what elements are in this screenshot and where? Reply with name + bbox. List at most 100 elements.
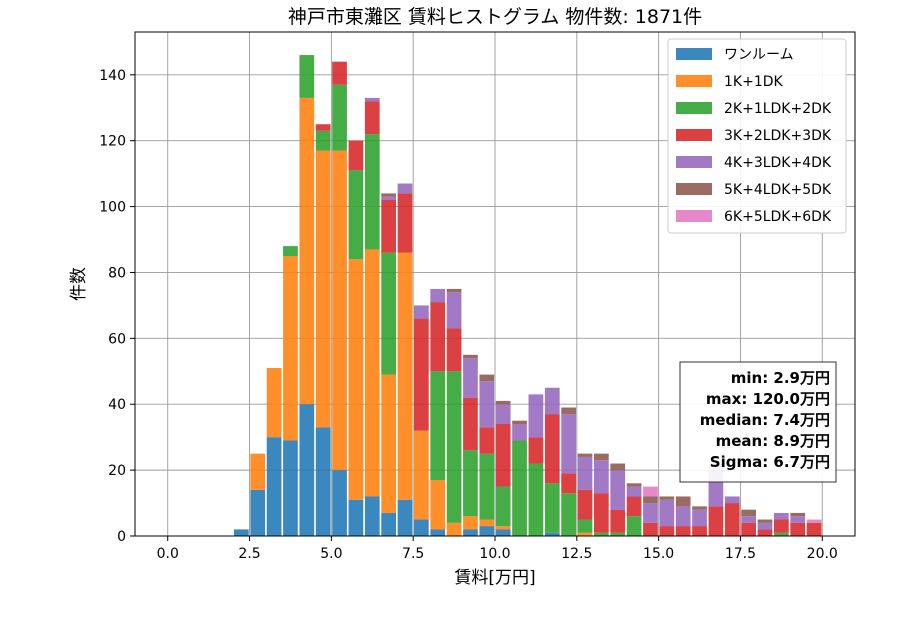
- bar-segment: [724, 496, 740, 504]
- chart-title: 神戸市東灘区 賃料ヒストグラム 物件数: 1871件: [288, 6, 702, 28]
- x-tick-label: 15.0: [643, 546, 674, 562]
- bar-segment: [381, 374, 396, 513]
- bar-segment: [381, 252, 396, 375]
- bar-segment: [577, 453, 593, 457]
- bar-segment: [626, 483, 642, 487]
- bar-segment: [397, 499, 413, 536]
- bar-segment: [757, 529, 773, 536]
- x-axis-title: 賃料[万円]: [454, 568, 535, 588]
- bar-segment: [577, 532, 593, 536]
- bar-segment: [446, 371, 462, 523]
- bar-segment: [594, 493, 609, 533]
- legend-swatch: [676, 210, 712, 222]
- bar-segment: [495, 526, 511, 530]
- legend-label: 3K+2LDK+3DK: [724, 128, 832, 144]
- bar-segment: [364, 101, 380, 135]
- bar-segment: [348, 170, 364, 260]
- x-ticks: 0.0 2.5 5.0 7.5 10.0 12.5 15.0 17.5 20.0: [157, 536, 838, 562]
- bar-segment: [512, 424, 527, 441]
- bar-segment: [430, 480, 446, 530]
- bar-segment: [610, 470, 626, 510]
- legend-swatch: [676, 48, 712, 60]
- bar-segment: [414, 519, 429, 536]
- bar-segment: [577, 519, 593, 533]
- bar-segment: [266, 437, 282, 536]
- bar-segment: [643, 503, 658, 523]
- bar-segment: [610, 463, 626, 471]
- y-ticks: 0 20 40 60 80 100 120 140: [99, 68, 135, 545]
- y-tick-label: 80: [108, 265, 126, 281]
- legend-swatch: [676, 75, 712, 87]
- y-tick-label: 120: [99, 134, 126, 150]
- bar-segment: [479, 526, 495, 536]
- bar-segment: [561, 473, 576, 494]
- bar-segment: [283, 246, 298, 256]
- bar-segment: [414, 430, 429, 520]
- bar-segment: [643, 486, 658, 497]
- x-tick-label: 20.0: [807, 546, 838, 562]
- bar-segment: [364, 97, 380, 102]
- bar-segment: [364, 134, 380, 250]
- stats-mean: mean: 8.9万円: [716, 432, 830, 450]
- bar-segment: [692, 506, 707, 510]
- bar-segment: [463, 450, 478, 517]
- legend-box: [667, 38, 847, 234]
- bar-segment: [463, 358, 478, 398]
- bar-segment: [774, 532, 789, 536]
- bar-segment: [643, 496, 658, 504]
- y-tick-label: 60: [108, 331, 126, 347]
- bar-segment: [659, 499, 675, 527]
- bar-segment: [675, 496, 691, 507]
- bar-segment: [643, 522, 658, 536]
- bar-segment: [790, 522, 806, 536]
- stats-box-frame: [679, 361, 837, 483]
- bar-segment: [495, 424, 511, 487]
- x-tick-label: 2.5: [238, 546, 260, 562]
- bar-segment: [692, 526, 707, 536]
- bar-segment: [463, 354, 478, 359]
- bar-segment: [544, 414, 560, 484]
- stats-max: max: 120.0万円: [706, 390, 830, 408]
- legend-label: 1K+1DK: [724, 74, 784, 90]
- bar-segment: [299, 55, 315, 98]
- legend-label: 5K+4LDK+5DK: [724, 182, 832, 198]
- bar-segment: [381, 196, 396, 200]
- bar-segment: [463, 516, 478, 530]
- bar-segment: [757, 519, 773, 523]
- bar-segment: [528, 437, 544, 464]
- bar-segment: [234, 529, 249, 536]
- bar-segment: [283, 440, 298, 536]
- bars: [234, 55, 822, 536]
- bar-segment: [561, 407, 576, 415]
- bar-segment: [381, 512, 396, 536]
- bar-segment: [266, 368, 282, 438]
- bar-segment: [790, 512, 806, 517]
- x-tick-label: 7.5: [402, 546, 424, 562]
- x-tick-label: 12.5: [561, 546, 592, 562]
- bar-segment: [332, 84, 347, 151]
- legend-swatch: [676, 129, 712, 141]
- bar-segment: [626, 516, 642, 536]
- bar-segment: [675, 506, 691, 527]
- bar-segment: [430, 529, 446, 536]
- stats-sigma: Sigma: 6.7万円: [710, 453, 830, 471]
- bar-segment: [741, 509, 756, 517]
- bar-segment: [479, 374, 495, 382]
- bar-segment: [479, 381, 495, 428]
- bar-segment: [299, 97, 315, 405]
- bar-segment: [741, 522, 756, 536]
- bar-segment: [495, 529, 511, 536]
- bar-segment: [332, 470, 347, 536]
- bar-segment: [381, 193, 396, 197]
- bar-segment: [495, 400, 511, 405]
- bar-segment: [430, 302, 446, 372]
- bar-segment: [381, 200, 396, 253]
- bar-segment: [790, 516, 806, 523]
- bar-segment: [479, 519, 495, 527]
- bar-segment: [430, 371, 446, 480]
- bar-segment: [544, 387, 560, 415]
- legend-swatch: [676, 183, 712, 195]
- bar-segment: [757, 522, 773, 530]
- legend: ワンルーム 1K+1DK 2K+1LDK+2DK 3K+2LDK+3DK 4K+3LDK…: [667, 38, 847, 234]
